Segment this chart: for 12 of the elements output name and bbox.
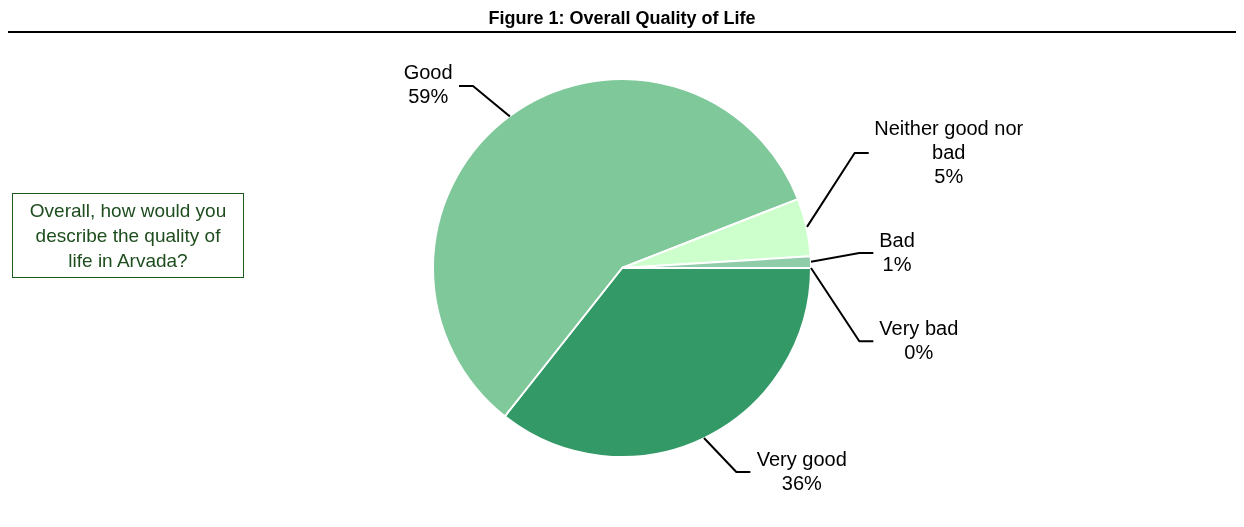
text: 0% bbox=[904, 340, 934, 363]
slice-label: Neither good nor bad bbox=[874, 116, 1024, 163]
text: Overall, how would you describe the quality of life in Arvada? bbox=[12, 193, 244, 278]
slice-label: Very good bbox=[756, 447, 847, 470]
slice-label: Bad bbox=[879, 228, 915, 251]
data-label: 1% bbox=[882, 252, 912, 275]
data-label: 5% bbox=[934, 164, 964, 187]
data-label: 36% bbox=[781, 471, 822, 494]
slice-label: Good bbox=[403, 61, 453, 84]
category-label: Very bad bbox=[879, 316, 959, 339]
chart-title: Figure 1: Overall Quality of Life bbox=[8, 8, 1236, 33]
data-label: 59% bbox=[408, 85, 449, 108]
